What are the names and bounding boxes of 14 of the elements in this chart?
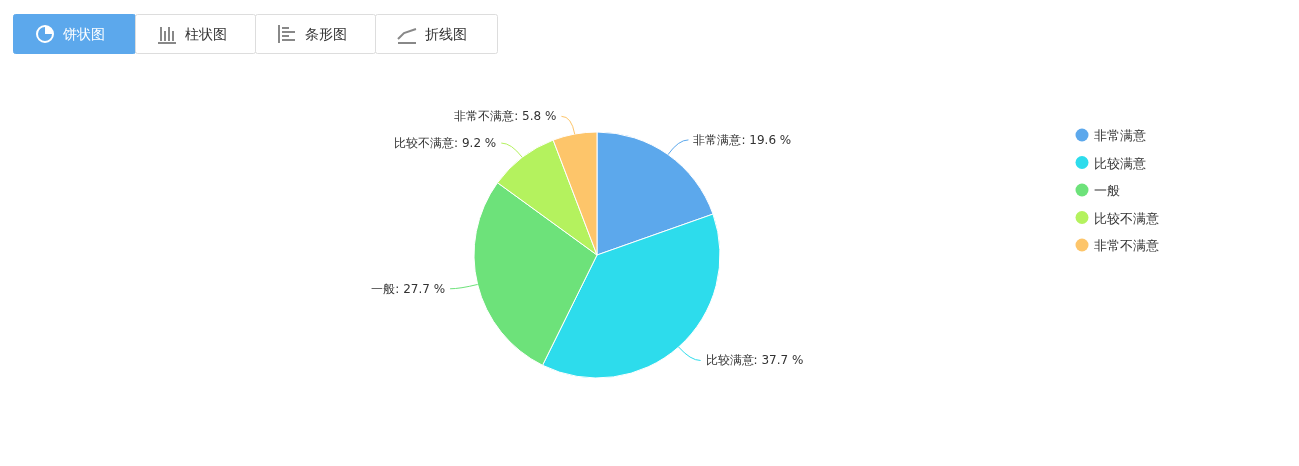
text: 柱状图 xyxy=(185,26,227,42)
text: 折线图 xyxy=(425,26,467,42)
data-label: 非常满意: 19.6 % xyxy=(693,132,792,147)
legend-label: 非常满意 xyxy=(1094,128,1146,143)
legend-label: 非常不满意 xyxy=(1094,238,1159,253)
data-label: 比较满意: 37.7 % xyxy=(705,353,804,368)
data-label: 比较不满意: 9.2 % xyxy=(394,136,497,151)
data-label: 非常不满意: 5.8 % xyxy=(454,109,557,124)
legend-label: 比较满意 xyxy=(1094,155,1146,171)
legend-label: 一般 xyxy=(1094,183,1120,198)
text: 条形图 xyxy=(305,26,347,42)
data-label: 一般: 27.7 % xyxy=(371,281,446,296)
text: 饼状图 xyxy=(62,26,105,42)
legend-label: 比较不满意 xyxy=(1094,210,1159,226)
